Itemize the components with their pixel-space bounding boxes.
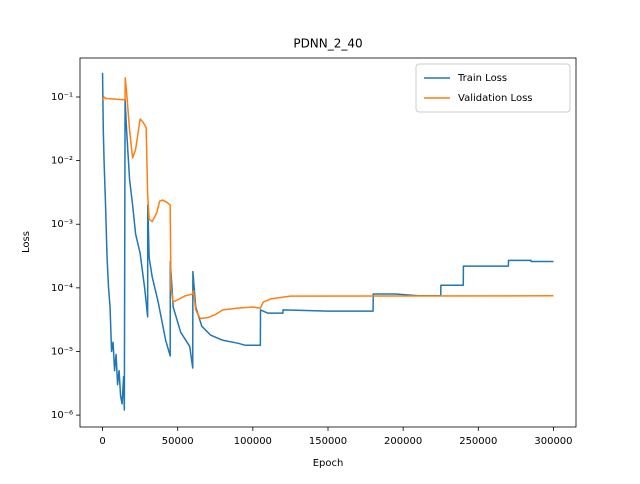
x-tick-label: 300000 [534, 436, 572, 447]
y-tick-label: 10⁻⁵ [51, 346, 73, 357]
x-tick-label: 200000 [384, 436, 422, 447]
x-axis-label: Epoch [313, 458, 344, 469]
axes-frame [79, 57, 577, 428]
y-tick-label: 10⁻¹ [51, 92, 73, 103]
y-tick-label: 10⁻² [51, 156, 73, 167]
x-tick-label: 150000 [309, 436, 347, 447]
y-tick-label: 10⁻⁴ [51, 283, 73, 294]
chart-title: PDNN_2_40 [293, 37, 362, 51]
y-tick-label: 10⁻⁶ [51, 410, 73, 421]
legend-label: Train Loss [457, 73, 507, 84]
plot-area [101, 72, 554, 411]
legend-label: Validation Loss [458, 93, 533, 104]
y-axis-label: Loss [21, 231, 32, 253]
x-tick-label: 250000 [459, 436, 497, 447]
y-tick-label: 10⁻³ [51, 219, 73, 230]
x-tick-label: 0 [99, 436, 105, 447]
x-tick-label: 100000 [234, 436, 272, 447]
legend-box [415, 63, 571, 113]
loss-line [101, 77, 554, 320]
x-tick-label: 50000 [162, 436, 194, 447]
